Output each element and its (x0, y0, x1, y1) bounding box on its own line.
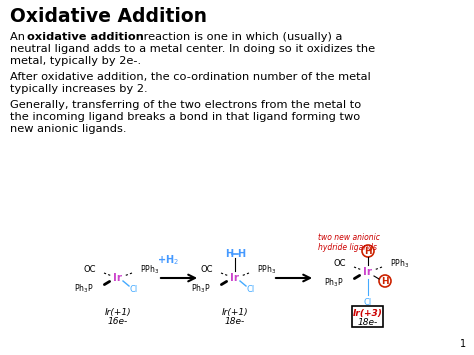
Text: Cl: Cl (130, 284, 138, 294)
Text: Ir: Ir (230, 273, 239, 283)
Text: Ir(+1): Ir(+1) (222, 308, 248, 317)
Text: PPh$_3$: PPh$_3$ (390, 258, 409, 270)
Text: OC: OC (83, 266, 96, 274)
Text: two new anionic
hydride ligands: two new anionic hydride ligands (318, 233, 380, 252)
Text: Ph$_3$P: Ph$_3$P (325, 277, 344, 289)
Text: PPh$_3$: PPh$_3$ (257, 264, 276, 276)
Text: 18e-: 18e- (358, 318, 378, 327)
Text: the incoming ligand breaks a bond in that ligand forming two: the incoming ligand breaks a bond in tha… (10, 112, 360, 122)
Text: 18e-: 18e- (225, 317, 245, 326)
Text: Cl: Cl (247, 284, 255, 294)
Text: Ir: Ir (113, 273, 122, 283)
Text: OC: OC (334, 260, 346, 268)
Text: OC: OC (201, 266, 213, 274)
Text: neutral ligand adds to a metal center. In doing so it oxidizes the: neutral ligand adds to a metal center. I… (10, 44, 375, 54)
Text: Ph$_3$P: Ph$_3$P (74, 283, 94, 295)
Text: H: H (237, 249, 245, 259)
Text: metal, typically by 2e-.: metal, typically by 2e-. (10, 56, 141, 66)
Text: +H$_2$: +H$_2$ (157, 253, 179, 267)
Text: PPh$_3$: PPh$_3$ (140, 264, 159, 276)
Text: Generally, transferring of the two electrons from the metal to: Generally, transferring of the two elect… (10, 100, 361, 110)
Text: typically increases by 2.: typically increases by 2. (10, 84, 147, 94)
Text: reaction is one in which (usually) a: reaction is one in which (usually) a (140, 32, 342, 42)
Text: After oxidative addition, the co-ordination number of the metal: After oxidative addition, the co-ordinat… (10, 72, 371, 82)
Text: Ir(+3): Ir(+3) (353, 309, 383, 318)
Text: 1: 1 (460, 339, 466, 349)
Text: new anionic ligands.: new anionic ligands. (10, 124, 127, 134)
Text: Ir(+1): Ir(+1) (105, 308, 131, 317)
FancyBboxPatch shape (353, 306, 383, 327)
Text: Oxidative Addition: Oxidative Addition (10, 7, 207, 26)
Text: An: An (10, 32, 28, 42)
Text: Ph$_3$P: Ph$_3$P (191, 283, 211, 295)
Text: Cl: Cl (364, 298, 372, 307)
Text: 16e-: 16e- (108, 317, 128, 326)
Text: H: H (364, 246, 372, 256)
Text: H: H (225, 249, 233, 259)
Text: oxidative addition: oxidative addition (27, 32, 144, 42)
Text: H: H (381, 277, 389, 285)
Text: Ir: Ir (364, 267, 373, 277)
